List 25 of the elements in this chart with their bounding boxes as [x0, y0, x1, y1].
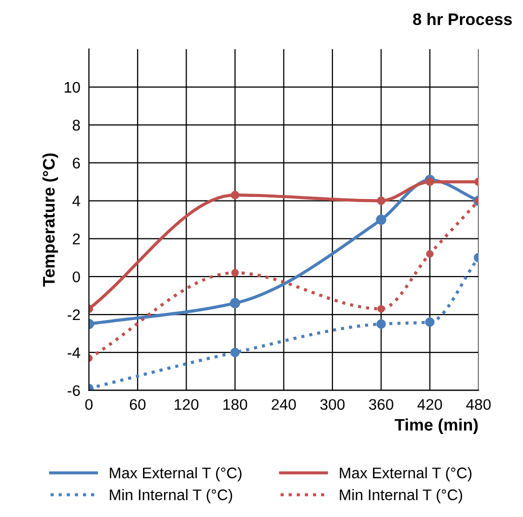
y-tick-label: 8 — [72, 120, 80, 131]
y-tick-label: 0 — [72, 271, 80, 282]
y-tick-label: -4 — [68, 347, 80, 358]
x-tick-label: 180 — [223, 399, 248, 410]
y-tick-label: 10 — [64, 82, 80, 93]
y-tick-label: 6 — [72, 158, 80, 169]
legend-label: Max External T (°C) — [110, 467, 242, 482]
legend-label: Min Internal T (°C) — [340, 489, 462, 504]
y-tick-label: -6 — [68, 385, 80, 396]
x-axis-title: Time (min) — [394, 418, 478, 434]
x-tick-label: 420 — [417, 399, 442, 410]
x-tick-label: 300 — [320, 399, 345, 410]
chart-title: 8 hr Process — [413, 12, 512, 26]
y-tick-label: 2 — [72, 234, 80, 244]
x-tick-label: 60 — [130, 399, 146, 410]
x-tick-label: 240 — [272, 399, 296, 410]
x-tick-label: 0 — [85, 399, 93, 410]
y-tick-label: 4 — [72, 196, 80, 206]
y-tick-label: -2 — [68, 309, 80, 320]
legend-label: Min Internal T (°C) — [110, 489, 232, 504]
x-tick-label: 120 — [174, 399, 198, 410]
y-axis-title: Temperature (°C) — [42, 153, 58, 287]
legend-label: Max External T (°C) — [340, 467, 472, 482]
x-tick-label: 360 — [368, 399, 394, 410]
x-tick-label: 480 — [466, 399, 491, 410]
